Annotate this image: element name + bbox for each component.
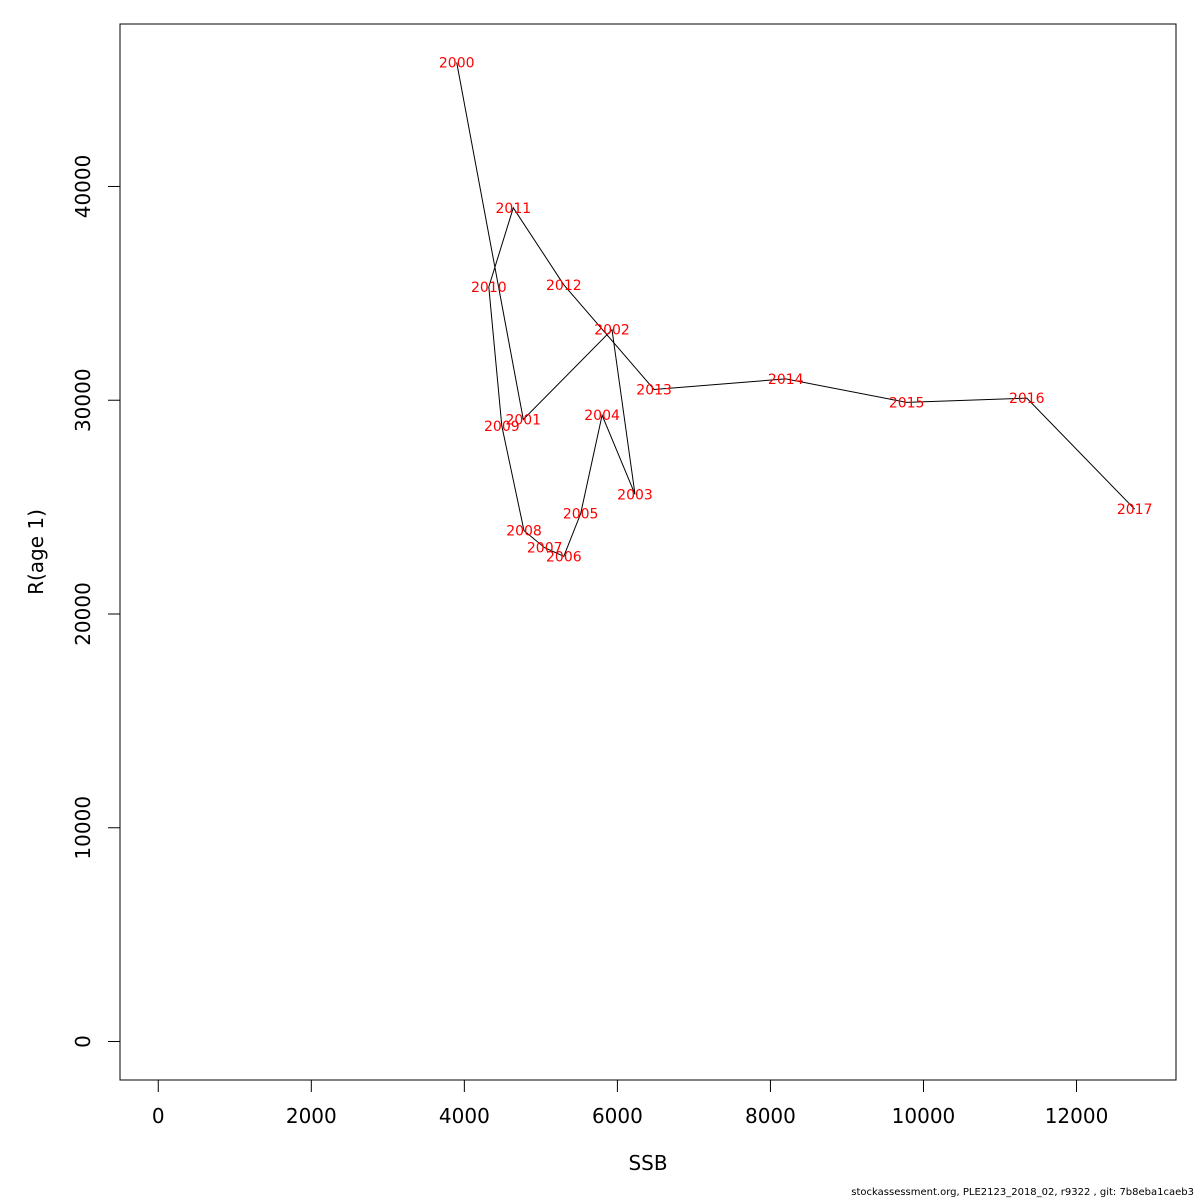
point-label-2015: 2015 xyxy=(889,395,925,411)
point-label-2000: 2000 xyxy=(439,55,475,71)
x-axis: 0 2000 4000 6000 8000 10000 12000 xyxy=(152,1079,1109,1128)
x-tick-label: 4000 xyxy=(439,1104,490,1128)
x-tick-label: 12000 xyxy=(1045,1104,1109,1128)
point-label-2008: 2008 xyxy=(506,524,542,540)
point-label-2011: 2011 xyxy=(496,201,532,217)
y-tick-label: 20000 xyxy=(71,582,95,646)
y-tick-label: 0 xyxy=(71,1035,95,1048)
point-label-2002: 2002 xyxy=(594,323,630,339)
x-tick-label: 8000 xyxy=(745,1104,796,1128)
y-tick-label: 40000 xyxy=(71,155,95,219)
x-tick-label: 2000 xyxy=(286,1104,337,1128)
point-label-2006: 2006 xyxy=(546,549,582,565)
point-label-2017: 2017 xyxy=(1117,502,1153,518)
x-tick-label: 6000 xyxy=(592,1104,643,1128)
point-label-2010: 2010 xyxy=(471,280,507,296)
point-label-2003: 2003 xyxy=(617,487,653,503)
point-label-2001: 2001 xyxy=(505,412,541,428)
plot-frame xyxy=(119,23,1177,1081)
x-tick-label: 10000 xyxy=(892,1104,956,1128)
point-label-2014: 2014 xyxy=(768,372,804,388)
y-tick-label: 10000 xyxy=(71,796,95,860)
point-label-2016: 2016 xyxy=(1009,391,1045,407)
series-line xyxy=(456,62,1136,557)
data-series xyxy=(456,62,1136,557)
y-tick-label: 30000 xyxy=(71,368,95,432)
x-axis-title: SSB xyxy=(628,1151,667,1175)
point-label-2013: 2013 xyxy=(636,383,672,399)
point-label-2012: 2012 xyxy=(546,278,582,294)
point-label-2005: 2005 xyxy=(563,507,599,523)
point-label-2007: 2007 xyxy=(527,541,563,557)
footer-credit: stockassessment.org, PLE2123_2018_02, r9… xyxy=(851,1187,1194,1198)
point-label-2004: 2004 xyxy=(584,408,620,424)
y-axis-title: R(age 1) xyxy=(24,509,48,595)
x-tick-label: 0 xyxy=(152,1104,165,1128)
y-axis: 0 10000 20000 30000 40000 xyxy=(71,155,121,1048)
point-label-2009: 2009 xyxy=(484,419,520,435)
